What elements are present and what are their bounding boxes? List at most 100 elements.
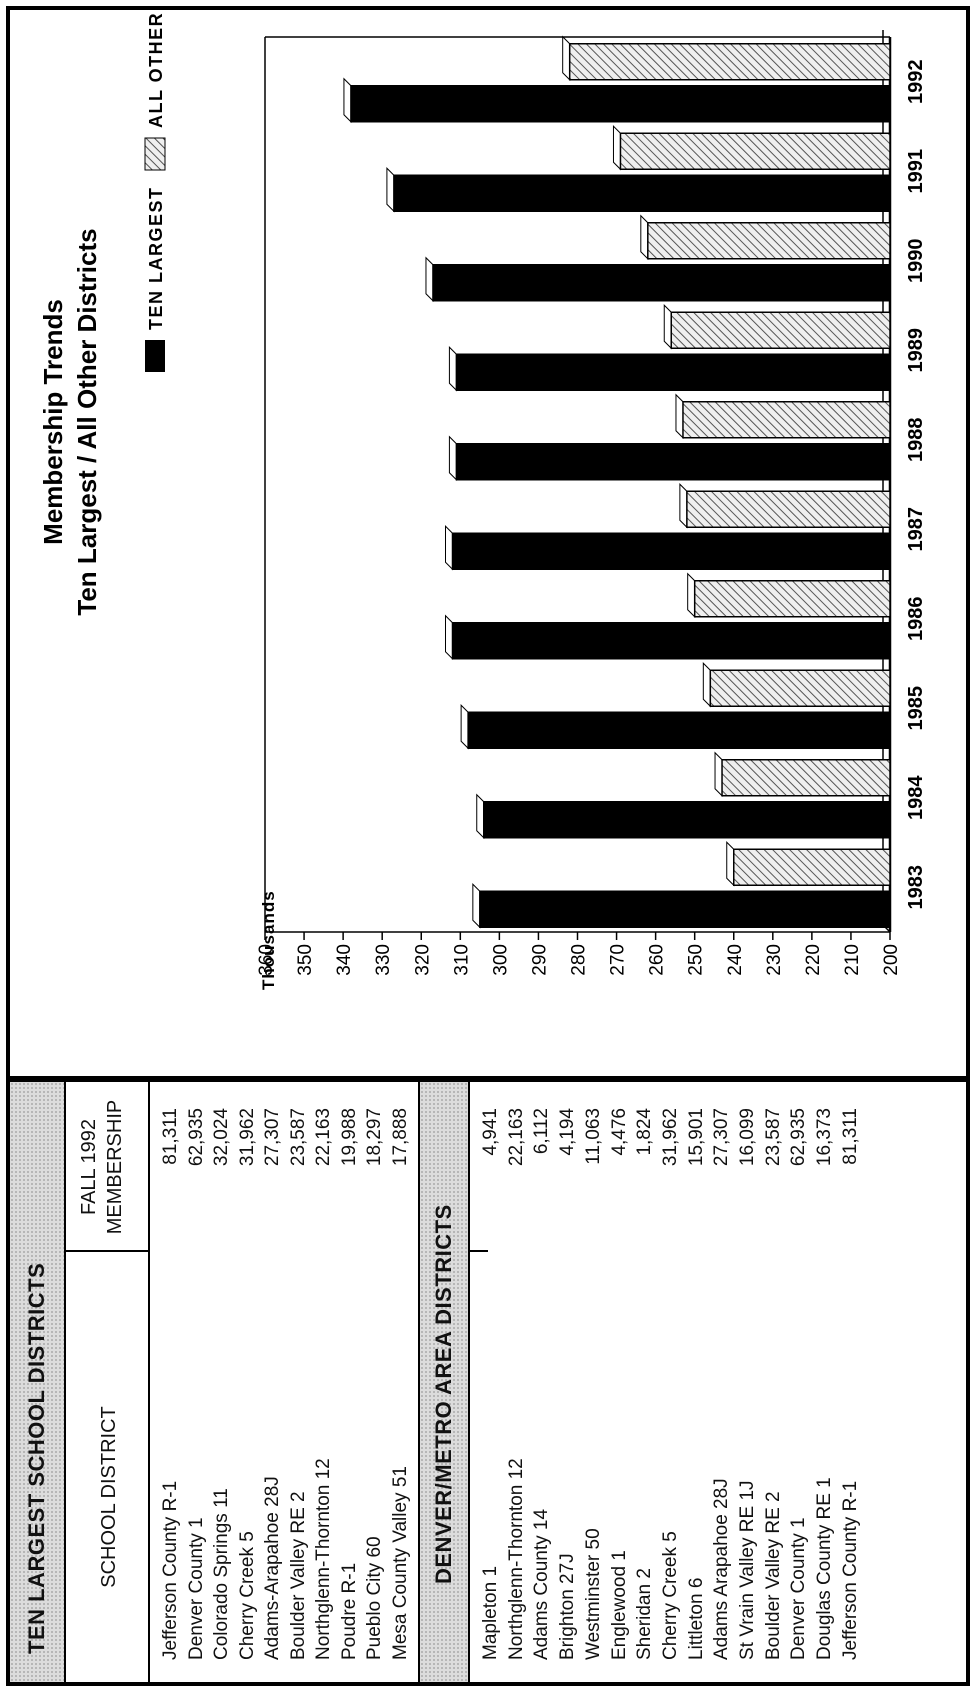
bar-ten-largest [451, 532, 891, 570]
bar-top-ten-largest [425, 256, 434, 302]
district-name: Brighton 27J [557, 1553, 579, 1660]
denver-col-divider [468, 1250, 488, 1252]
bar-top-ten-largest [343, 77, 352, 123]
bar-ten-largest [350, 85, 891, 123]
axis-layer: 200 210 220 230 240 250 260 270 280 290 300 310 320 3… [256, 30, 927, 976]
bar-all-other [709, 669, 891, 707]
y-axis-label: Thousands [259, 890, 278, 990]
bar-all-other [647, 222, 891, 260]
bar-top-ten-largest [386, 167, 395, 213]
bar-ten-largest [479, 890, 891, 928]
bar-ten-largest [467, 711, 891, 749]
district-membership: 62,935 [185, 1108, 207, 1167]
denver-header-rule [468, 1082, 470, 1682]
district-name: Pueblo City 60 [364, 1536, 385, 1660]
denver-title: DENVER/METRO AREA DISTRICTS [431, 1204, 456, 1584]
legend-label-all-other: ALL OTHER DISTRICTS [146, 12, 166, 128]
district-name: Jefferson County R-1 [160, 1480, 181, 1660]
bar-top-ten-largest [445, 525, 453, 571]
y-tick-label: 330 [373, 944, 394, 976]
district-membership: 17,888 [389, 1108, 411, 1167]
district-membership: 4,194 [557, 1108, 579, 1156]
x-tick-label: 1990 [905, 239, 927, 284]
bar-top-all-other [687, 572, 696, 618]
district-name: Adams Arapahoe 28J [711, 1478, 733, 1660]
bar-top-ten-largest [445, 614, 453, 660]
x-tick-label: 1989 [905, 328, 927, 373]
ten-largest-col-divider [64, 1250, 148, 1252]
district-membership: 31,962 [236, 1108, 258, 1167]
district-name: Cherry Creek 5 [659, 1531, 681, 1660]
bar-all-other [682, 401, 891, 439]
y-tick-label: 260 [647, 944, 668, 976]
district-membership: 16,373 [814, 1108, 836, 1167]
district-membership: 22,163 [313, 1108, 334, 1167]
x-tick-label: 1986 [905, 597, 927, 642]
col-membership-line1: FALL 1992 [78, 1119, 100, 1216]
bar-top-all-other [679, 483, 688, 529]
district-membership: 18,297 [364, 1108, 385, 1167]
bar-all-other [670, 311, 891, 349]
bar-all-other [686, 490, 891, 528]
district-membership: 32,024 [211, 1108, 232, 1167]
y-tick-label: 360 [256, 944, 277, 976]
bar-top-ten-largest [448, 346, 457, 392]
district-name: Sheridan 2 [634, 1568, 656, 1660]
legend-swatch-all-other [144, 137, 166, 171]
x-tick-label: 1991 [905, 149, 927, 194]
x-tick-label: 1988 [905, 418, 927, 463]
bar-all-other [721, 759, 891, 797]
district-membership: 1,824 [634, 1108, 656, 1156]
bar-top-ten-largest [448, 435, 457, 481]
district-membership: 4,941 [480, 1108, 501, 1156]
district-name: Jefferson County R-1 [839, 1480, 861, 1660]
bar-top-ten-largest [472, 883, 481, 929]
bar-top-all-other [702, 662, 711, 708]
bar-top-ten-largest [460, 704, 469, 750]
district-membership: 81,311 [839, 1108, 861, 1165]
district-name: Englewood 1 [608, 1550, 630, 1660]
y-tick-label: 350 [295, 944, 316, 976]
district-membership: 27,307 [262, 1108, 283, 1167]
bar-top-all-other [640, 214, 649, 260]
x-tick-label: 1984 [905, 775, 927, 820]
district-name: Poudre R-1 [338, 1562, 360, 1660]
membership-chart: Membership Trends Ten Largest / All Othe… [38, 12, 927, 990]
district-name: Cherry Creek 5 [236, 1531, 258, 1660]
bar-all-other [733, 848, 891, 886]
y-tick-label: 280 [569, 944, 590, 976]
bar-ten-largest [455, 443, 891, 481]
bar-ten-largest [455, 353, 891, 391]
district-name: St Vrain Valley RE 1J [737, 1480, 758, 1660]
x-tick-label: 1983 [905, 865, 927, 910]
y-tick-label: 200 [881, 944, 902, 976]
district-name: Mapleton 1 [480, 1565, 501, 1660]
y-tick-label: 340 [334, 944, 355, 976]
district-membership: 15,901 [685, 1108, 707, 1167]
district-membership: 4,476 [608, 1108, 630, 1156]
y-tick-label: 310 [451, 944, 472, 976]
district-name: Denver County 1 [788, 1517, 810, 1660]
bar-ten-largest [451, 622, 891, 660]
y-tick-label: 250 [686, 944, 707, 976]
x-tick-label: 1992 [905, 60, 927, 105]
district-membership: 23,587 [287, 1108, 309, 1167]
district-name: Boulder Valley RE 2 [287, 1491, 309, 1660]
district-membership: 31,962 [659, 1108, 681, 1167]
legend-label-ten-largest: TEN LARGEST [146, 186, 166, 330]
bar-all-other [693, 580, 891, 618]
district-name: Littleton 6 [685, 1577, 707, 1660]
bar-top-all-other [663, 304, 672, 350]
y-tick-label: 220 [803, 944, 824, 976]
legend-swatch-ten-largest [145, 340, 165, 372]
district-name: Westminster 50 [582, 1528, 604, 1660]
bar-ten-largest [483, 801, 891, 839]
district-membership: 19,988 [338, 1108, 360, 1167]
y-tick-label: 230 [764, 944, 785, 976]
bar-top-ten-largest [476, 793, 485, 839]
district-name: Boulder Valley RE 2 [762, 1491, 784, 1660]
district-membership: 62,935 [788, 1108, 810, 1167]
y-tick-label: 290 [529, 944, 550, 976]
bar-all-other [619, 132, 891, 170]
